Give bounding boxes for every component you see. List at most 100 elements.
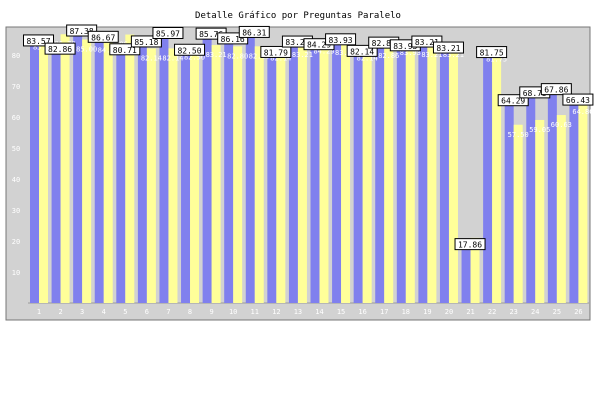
chart-title: Detalle Gráfico por Preguntas Paralelo [195, 11, 401, 21]
data-label-series-1: 83.21 [285, 38, 309, 47]
data-label-series-1: 83.93 [393, 42, 417, 51]
data-label-box [497, 94, 529, 107]
bar-series-1 [569, 97, 579, 303]
bar-series-1 [245, 35, 255, 304]
bar-series-1 [461, 247, 471, 303]
data-label-box [87, 30, 119, 43]
data-label-series-1: 82.14 [350, 47, 374, 56]
data-label-series-1: 83.21 [436, 44, 460, 53]
y-tick-label: 40 [12, 176, 20, 184]
data-label-series-1: 86.31 [242, 28, 266, 37]
data-label-series-2: 57.50 [508, 131, 529, 139]
bar-series-2 [190, 47, 200, 303]
bar-series-2 [405, 42, 415, 303]
data-label-box [562, 93, 594, 106]
data-label-series-2: 83.93 [400, 49, 421, 57]
x-tick-label: 14 [315, 308, 323, 316]
bar-series-1 [504, 103, 514, 304]
x-tick-label: 18 [402, 308, 410, 316]
data-label-box [454, 238, 486, 251]
data-label-box [152, 26, 184, 39]
bar-series-1 [181, 47, 191, 303]
x-tick-label: 8 [188, 308, 192, 316]
bar-series-1 [51, 46, 61, 303]
data-label-series-1: 64.29 [501, 97, 525, 106]
y-tick-label: 70 [12, 83, 20, 91]
bar-series-2 [384, 46, 394, 303]
bar-series-2 [427, 45, 437, 303]
x-tick-label: 12 [272, 308, 280, 316]
bar-series-2 [233, 46, 243, 303]
data-label-series-1: 86.67 [91, 33, 115, 42]
bar-series-2 [60, 34, 70, 303]
data-label-series-2: 84.70 [98, 46, 119, 54]
data-label-series-2: 82.14 [141, 54, 162, 62]
x-tick-label: 3 [80, 308, 84, 316]
y-tick-label: 60 [12, 114, 20, 122]
x-tick-label: 11 [251, 308, 259, 316]
bar-series-1 [332, 42, 342, 303]
x-tick-label: 1 [37, 308, 41, 316]
x-tick-label: 19 [423, 308, 431, 316]
bar-series-1 [137, 38, 147, 303]
data-label-series-2: 82.14 [270, 54, 291, 62]
x-tick-label: 5 [123, 308, 127, 316]
data-label-series-2: 83.21 [443, 51, 464, 59]
data-label-series-2: 82.86 [378, 52, 399, 60]
y-tick-label: 10 [12, 269, 20, 277]
bar-series-2 [319, 41, 329, 304]
bar-series-1 [439, 45, 449, 303]
bar-series-2 [168, 48, 178, 304]
data-label-box [44, 42, 76, 55]
data-label-series-2: 82.14 [357, 54, 378, 62]
bar-series-2 [254, 46, 264, 303]
bar-series-1 [396, 42, 406, 303]
data-label-box [325, 33, 357, 46]
y-tick-label: 30 [12, 207, 20, 215]
data-label-series-1: 83.21 [415, 38, 439, 47]
data-label-series-1: 82.50 [177, 46, 201, 55]
data-label-box [432, 41, 464, 54]
data-label-series-1: 83.93 [329, 36, 353, 45]
bar-series-1 [202, 37, 212, 303]
data-label-series-1: 86.16 [221, 35, 245, 44]
bar-series-1 [267, 49, 277, 303]
data-label-series-2: 84.29 [313, 48, 334, 56]
x-tick-label: 4 [102, 308, 106, 316]
data-label-series-1: 85.97 [156, 29, 180, 38]
bar-series-1 [94, 34, 104, 303]
data-label-series-1: 83.57 [26, 37, 50, 46]
bar-series-2 [82, 39, 92, 303]
data-label-series-2: 85.71 [33, 43, 54, 51]
bar-series-2 [146, 48, 156, 304]
x-tick-label: 9 [210, 308, 214, 316]
data-label-box [540, 83, 572, 96]
data-label-series-1: 87.38 [70, 27, 94, 36]
data-label-series-2: 60.63 [551, 121, 572, 129]
data-label-series-1: 17.86 [458, 241, 482, 250]
data-label-series-2: 83.21 [292, 51, 313, 59]
bar-series-1 [547, 92, 557, 303]
data-label-series-1: 66.43 [566, 96, 590, 105]
x-tick-label: 25 [553, 308, 561, 316]
bar-series-1 [30, 43, 39, 304]
data-label-box [23, 34, 54, 47]
bar-series-1 [418, 45, 428, 303]
data-label-series-2: 59.05 [529, 126, 550, 134]
data-label-box [130, 35, 162, 48]
bar-series-2 [513, 124, 523, 303]
data-label-series-2: 83.21 [206, 51, 227, 59]
data-label-series-1: 82.86 [48, 45, 72, 54]
data-label-series-1: 84.29 [307, 41, 331, 50]
bar-series-2 [39, 37, 48, 303]
data-label-series-1: 67.86 [544, 86, 568, 95]
data-label-box [109, 43, 141, 56]
bar-series-1 [159, 36, 169, 303]
data-label-box [346, 44, 378, 57]
data-label-series-2: 82.50 [184, 53, 205, 61]
data-label-series-2: 82.14 [162, 54, 183, 62]
x-tick-label: 26 [574, 308, 582, 316]
data-label-box [217, 32, 249, 45]
data-label-box [66, 24, 98, 37]
